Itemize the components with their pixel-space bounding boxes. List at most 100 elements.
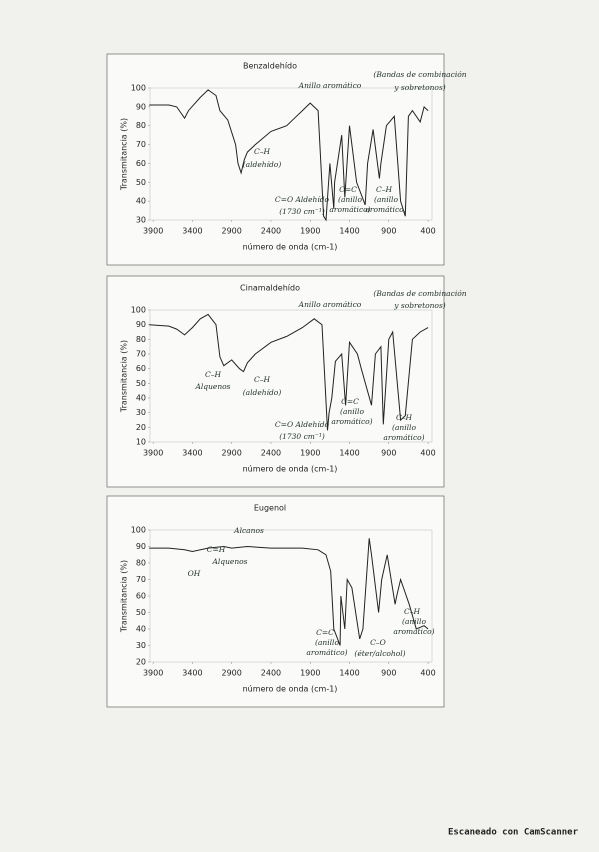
y-axis-label: Transmitancia (%) (120, 340, 129, 413)
chart-frame (106, 53, 445, 266)
x-tick-label: 400 (420, 227, 435, 236)
x-tick-label: 400 (420, 449, 435, 458)
y-tick-label: 10 (136, 438, 146, 447)
x-tick-label: 2400 (261, 669, 281, 678)
x-tick-label: 1400 (339, 669, 359, 678)
spectrum-line (149, 89, 429, 222)
plot-area (149, 87, 433, 221)
y-tick-label: 60 (136, 592, 146, 601)
x-tick-label: 3400 (182, 669, 202, 678)
x-tick-label: 2400 (261, 227, 281, 236)
x-tick-label: 1900 (300, 669, 320, 678)
x-tick-label: 3900 (143, 227, 163, 236)
footer: Escaneado con CamScanner (448, 828, 579, 838)
annotation: (Bandas de combinación (373, 70, 466, 79)
annotation: Anillo aromático (298, 300, 362, 309)
annotation: C–H (254, 375, 270, 384)
y-tick-label: 70 (136, 350, 146, 359)
x-tick-label: 2900 (222, 669, 242, 678)
annotation: C–H (254, 147, 270, 156)
annotation: (anillo (315, 638, 339, 647)
x-tick-label: 3400 (182, 227, 202, 236)
x-axis-label: número de onda (cm-1) (243, 243, 338, 252)
x-tick-label: 900 (381, 227, 396, 236)
x-tick-label: 900 (381, 669, 396, 678)
x-axis-label: número de onda (cm-1) (243, 685, 338, 694)
y-tick-label: 40 (136, 625, 146, 634)
x-tick-label: 2900 (222, 227, 242, 236)
y-tick-label: 40 (136, 197, 146, 206)
annotation: (éter/alcohol) (354, 649, 405, 658)
annotation: C=C (316, 628, 334, 637)
annotation: C=H (207, 545, 226, 554)
y-tick-label: 90 (136, 102, 146, 111)
annotation: C–O (370, 638, 386, 647)
annotation: (aldehído) (243, 388, 282, 397)
annotation: (Bandas de combinación (373, 289, 466, 298)
annotation: Alquenos (211, 557, 247, 566)
x-tick-label: 2900 (222, 449, 242, 458)
x-tick-label: 1900 (300, 449, 320, 458)
annotation: C–H (376, 185, 392, 194)
annotation: C=C (341, 397, 359, 406)
annotation: Alcanos (233, 526, 264, 535)
x-tick-label: 2400 (261, 449, 281, 458)
annotation: (1730 cm⁻¹) (279, 432, 325, 441)
chart-frame (106, 275, 445, 488)
plot-area (149, 309, 433, 443)
annotation: C=O Aldehído (275, 195, 330, 204)
y-tick-label: 100 (131, 526, 146, 535)
chart-frame (106, 495, 445, 708)
annotation: Alquenos (194, 382, 230, 391)
annotation: OH (188, 569, 201, 578)
y-tick-label: 100 (131, 84, 146, 93)
annotation: C–H (396, 413, 412, 422)
y-axis-label: Transmitancia (%) (120, 560, 129, 633)
x-tick-label: 400 (420, 669, 435, 678)
x-tick-label: 900 (381, 449, 396, 458)
annotation: (anillo (374, 195, 398, 204)
annotation: aromático) (306, 648, 347, 657)
y-tick-label: 50 (136, 608, 146, 617)
annotation: (1730 cm⁻¹) (279, 207, 325, 216)
y-tick-label: 60 (136, 364, 146, 373)
y-tick-label: 70 (136, 140, 146, 149)
annotation: aromático) (329, 205, 370, 214)
annotation: (anillo (392, 423, 416, 432)
annotation: C=C (339, 185, 357, 194)
y-tick-label: 90 (136, 320, 146, 329)
spectrum-line (149, 538, 429, 646)
x-tick-label: 1400 (339, 227, 359, 236)
annotation: aromático) (365, 205, 406, 214)
annotation: (anillo (338, 195, 362, 204)
y-tick-label: 80 (136, 559, 146, 568)
annotation: y sobretonos) (393, 301, 446, 310)
annotation: aromático) (383, 433, 424, 442)
x-tick-label: 1900 (300, 227, 320, 236)
y-tick-label: 70 (136, 575, 146, 584)
y-tick-label: 30 (136, 216, 146, 225)
y-tick-label: 100 (131, 306, 146, 315)
annotation: aromático) (393, 627, 434, 636)
annotation: C–H (404, 607, 420, 616)
y-tick-label: 30 (136, 641, 146, 650)
x-tick-label: 3900 (143, 449, 163, 458)
annotation: aromático) (331, 417, 372, 426)
x-tick-label: 3400 (182, 449, 202, 458)
x-tick-label: 1400 (339, 449, 359, 458)
annotation: y sobretonos) (393, 83, 446, 92)
x-axis-label: número de onda (cm-1) (243, 465, 338, 474)
y-tick-label: 90 (136, 542, 146, 551)
annotation: C=O Aldehído (275, 420, 330, 429)
y-axis-label: Transmitancia (%) (120, 118, 129, 191)
x-tick-label: 3900 (143, 669, 163, 678)
spectrum-line (149, 313, 429, 431)
y-tick-label: 60 (136, 159, 146, 168)
y-tick-label: 20 (136, 423, 146, 432)
chart-title: Eugenol (254, 504, 286, 513)
y-tick-label: 50 (136, 178, 146, 187)
chart-title: Cinamaldehído (240, 284, 300, 293)
y-tick-label: 80 (136, 121, 146, 130)
